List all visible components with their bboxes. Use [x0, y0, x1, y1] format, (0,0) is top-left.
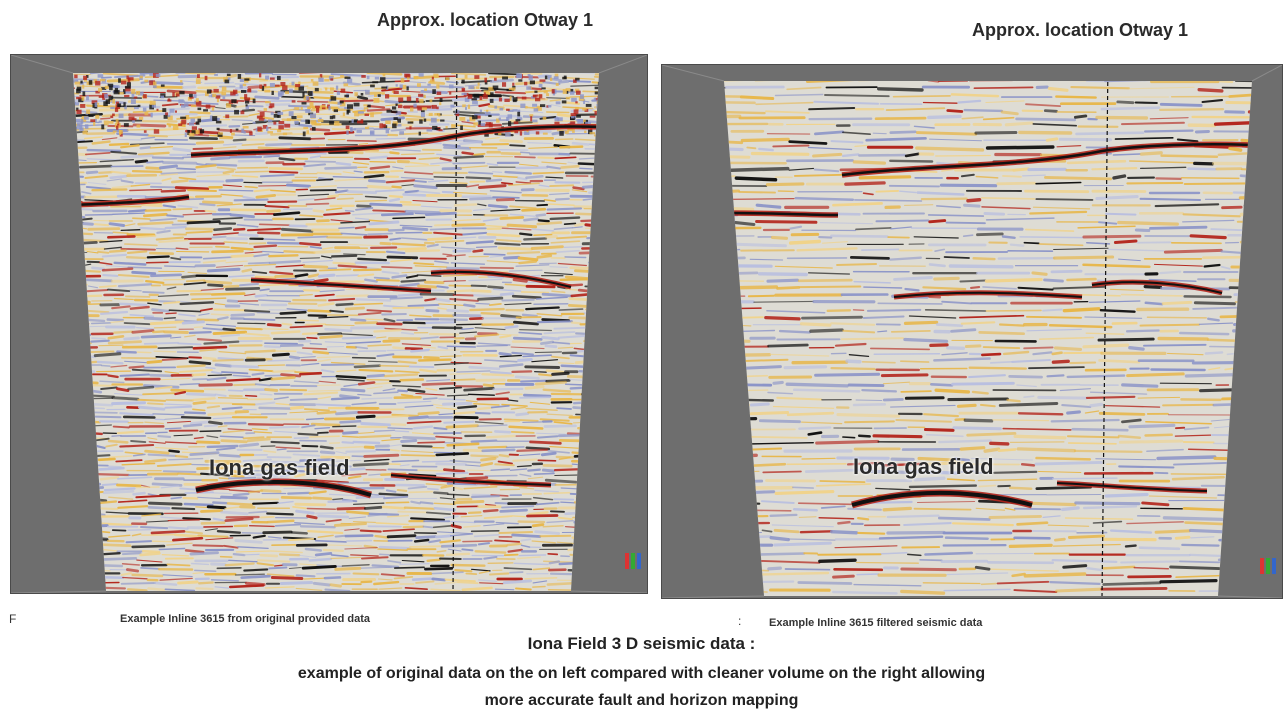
seismic-section-filtered — [662, 65, 1282, 598]
figure-title: Iona Field 3 D seismic data : — [527, 634, 756, 653]
figure-description-line-2: more accurate fault and horizon mapping — [484, 692, 799, 709]
iona-gas-field-label-right: Iona gas field — [853, 454, 994, 479]
seismic-panel-filtered: Iona gas field — [661, 64, 1283, 599]
otway-location-label-left: Approx. location Otway 1 — [377, 10, 594, 30]
caption-filtered: Example Inline 3615 filtered seismic dat… — [769, 617, 983, 629]
stray-mark-middle: : — [738, 614, 742, 628]
stray-mark-left: F — [9, 612, 17, 626]
seismic-panel-original: Iona gas field — [10, 54, 648, 594]
otway-location-label-right: Approx. location Otway 1 — [972, 20, 1189, 40]
figure-description-line-1: example of original data on the on left … — [297, 665, 986, 682]
seismic-section-original — [11, 55, 647, 593]
iona-gas-field-label-left: Iona gas field — [209, 455, 350, 480]
caption-original: Example Inline 3615 from original provid… — [120, 613, 371, 625]
